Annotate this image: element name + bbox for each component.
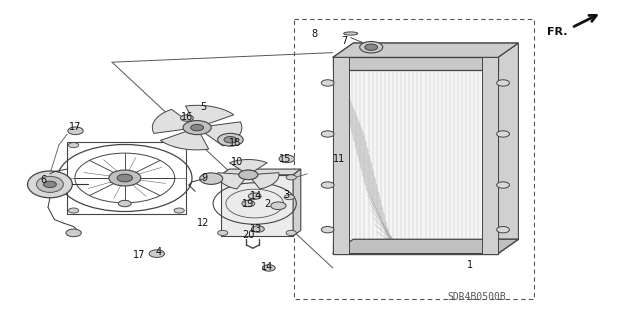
Text: 14: 14 [261, 262, 274, 272]
Polygon shape [229, 160, 268, 171]
Polygon shape [218, 173, 245, 189]
Text: 14: 14 [250, 191, 262, 201]
Circle shape [118, 200, 131, 207]
Text: 19: 19 [242, 198, 255, 209]
Circle shape [360, 41, 383, 53]
Polygon shape [482, 57, 498, 254]
Polygon shape [186, 105, 234, 124]
Text: 15: 15 [278, 154, 291, 164]
Text: 1: 1 [467, 260, 474, 270]
Circle shape [286, 175, 296, 180]
Circle shape [174, 208, 184, 213]
Text: SDR4B0500B: SDR4B0500B [447, 292, 506, 302]
Polygon shape [333, 239, 518, 254]
Circle shape [497, 182, 509, 188]
Circle shape [68, 208, 79, 213]
Text: 16: 16 [180, 112, 193, 122]
Circle shape [68, 127, 83, 135]
Polygon shape [221, 169, 301, 175]
Polygon shape [333, 57, 498, 254]
Text: 18: 18 [229, 138, 242, 148]
Polygon shape [204, 122, 242, 146]
Polygon shape [152, 109, 190, 133]
Circle shape [284, 195, 294, 200]
Circle shape [497, 80, 509, 86]
Text: 13: 13 [250, 224, 262, 234]
Circle shape [242, 200, 255, 207]
Circle shape [218, 230, 228, 235]
Circle shape [365, 44, 378, 50]
Text: 5: 5 [200, 102, 207, 112]
Polygon shape [498, 43, 518, 254]
Text: 9: 9 [202, 173, 208, 183]
Polygon shape [293, 169, 301, 236]
Polygon shape [221, 175, 293, 236]
Circle shape [271, 202, 286, 210]
Polygon shape [333, 57, 349, 254]
Bar [294, 19, 534, 299]
Text: 7: 7 [341, 36, 348, 46]
Circle shape [497, 131, 509, 137]
Text: 12: 12 [197, 218, 210, 228]
Circle shape [191, 124, 204, 131]
Circle shape [224, 137, 237, 143]
Circle shape [218, 175, 228, 180]
Circle shape [321, 182, 334, 188]
Circle shape [321, 80, 334, 86]
Polygon shape [252, 173, 279, 189]
Text: 2: 2 [264, 199, 271, 209]
Circle shape [68, 143, 79, 148]
Circle shape [239, 170, 258, 180]
Circle shape [497, 226, 509, 233]
Circle shape [252, 226, 264, 232]
Circle shape [279, 155, 294, 163]
Circle shape [286, 230, 296, 235]
Polygon shape [333, 239, 518, 254]
Circle shape [200, 173, 223, 184]
Text: 11: 11 [333, 154, 346, 165]
Text: 3: 3 [284, 189, 290, 200]
Circle shape [262, 265, 275, 271]
Circle shape [117, 174, 132, 182]
Circle shape [321, 131, 334, 137]
Circle shape [44, 181, 56, 188]
Circle shape [218, 133, 243, 146]
Circle shape [174, 143, 184, 148]
Circle shape [109, 170, 141, 186]
Ellipse shape [36, 176, 63, 192]
Text: 17: 17 [133, 249, 146, 260]
Circle shape [321, 226, 334, 233]
Text: 4: 4 [156, 247, 162, 257]
Circle shape [248, 193, 261, 199]
Circle shape [66, 229, 81, 237]
Circle shape [149, 250, 164, 257]
Polygon shape [161, 131, 209, 150]
Text: 10: 10 [230, 157, 243, 167]
Ellipse shape [344, 32, 358, 35]
Polygon shape [333, 241, 498, 254]
Text: FR.: FR. [547, 27, 567, 37]
Circle shape [180, 115, 193, 121]
Text: 6: 6 [40, 175, 47, 185]
Text: 8: 8 [312, 29, 318, 40]
Text: 17: 17 [69, 122, 82, 132]
Circle shape [183, 121, 211, 135]
Polygon shape [333, 43, 518, 57]
Text: 20: 20 [242, 230, 255, 241]
Ellipse shape [28, 171, 72, 198]
Polygon shape [333, 57, 498, 70]
Polygon shape [333, 43, 518, 57]
